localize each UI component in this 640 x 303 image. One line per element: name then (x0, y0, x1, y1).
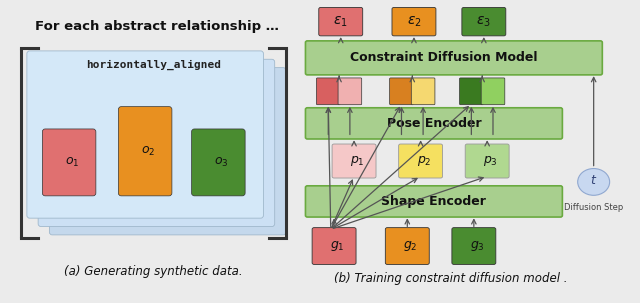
FancyBboxPatch shape (399, 144, 443, 178)
FancyBboxPatch shape (319, 7, 363, 36)
Text: $\mathit{o}_{2}$: $\mathit{o}_{2}$ (141, 145, 155, 158)
FancyBboxPatch shape (27, 51, 264, 218)
Text: $\mathit{o}_{3}$: $\mathit{o}_{3}$ (214, 156, 228, 169)
FancyBboxPatch shape (312, 228, 356, 265)
FancyBboxPatch shape (305, 186, 563, 217)
FancyBboxPatch shape (332, 144, 376, 178)
FancyBboxPatch shape (465, 144, 509, 178)
Text: Diffusion Step: Diffusion Step (564, 202, 623, 211)
Text: $\mathit{p}_{2}$: $\mathit{p}_{2}$ (417, 154, 431, 168)
FancyBboxPatch shape (460, 78, 483, 105)
Text: For each abstract relationship …: For each abstract relationship … (35, 20, 279, 33)
Text: (b) Training constraint diffusion model .: (b) Training constraint diffusion model … (334, 272, 567, 285)
Text: $t$: $t$ (590, 174, 597, 187)
Text: Shape Encoder: Shape Encoder (381, 195, 486, 208)
Circle shape (578, 168, 610, 195)
Text: $\mathit{g}_{3}$: $\mathit{g}_{3}$ (470, 239, 484, 253)
Text: $\mathit{g}_{1}$: $\mathit{g}_{1}$ (330, 239, 345, 253)
FancyBboxPatch shape (452, 228, 496, 265)
FancyBboxPatch shape (316, 78, 340, 105)
Text: $\mathit{o}_{1}$: $\mathit{o}_{1}$ (65, 156, 79, 169)
Text: (a) Generating synthetic data.: (a) Generating synthetic data. (64, 265, 243, 278)
FancyBboxPatch shape (42, 129, 96, 196)
FancyBboxPatch shape (481, 78, 505, 105)
Text: $\varepsilon_{1}$: $\varepsilon_{1}$ (333, 15, 348, 29)
FancyBboxPatch shape (392, 7, 436, 36)
Text: Constraint Diffusion Model: Constraint Diffusion Model (350, 52, 538, 64)
Text: $\varepsilon_{2}$: $\varepsilon_{2}$ (406, 15, 421, 29)
Text: $\varepsilon_{3}$: $\varepsilon_{3}$ (476, 15, 492, 29)
FancyBboxPatch shape (118, 107, 172, 196)
FancyBboxPatch shape (305, 41, 602, 75)
FancyBboxPatch shape (462, 7, 506, 36)
FancyBboxPatch shape (191, 129, 245, 196)
FancyBboxPatch shape (390, 78, 413, 105)
FancyBboxPatch shape (412, 78, 435, 105)
FancyBboxPatch shape (338, 78, 362, 105)
Text: $\mathit{g}_{2}$: $\mathit{g}_{2}$ (403, 239, 418, 253)
FancyBboxPatch shape (38, 59, 275, 227)
FancyBboxPatch shape (385, 228, 429, 265)
Text: horizontally_aligned: horizontally_aligned (86, 60, 221, 70)
Text: $\mathit{p}_{3}$: $\mathit{p}_{3}$ (483, 154, 498, 168)
FancyBboxPatch shape (305, 108, 563, 139)
FancyBboxPatch shape (49, 68, 286, 235)
Text: Pose Encoder: Pose Encoder (387, 117, 481, 130)
Text: $\mathit{p}_{1}$: $\mathit{p}_{1}$ (350, 154, 365, 168)
